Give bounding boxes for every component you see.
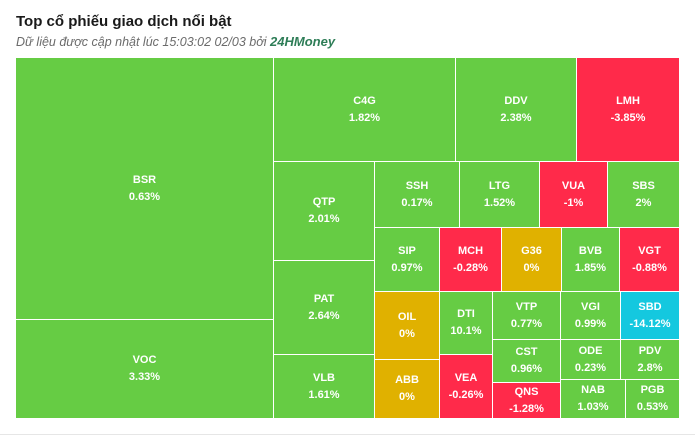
tile-change: -0.28% [453,261,488,274]
tile-change: -1.28% [509,402,544,415]
tile-change: 2.64% [308,309,340,322]
tile-nab[interactable]: NAB 1.03% [561,380,626,419]
tile-vgi[interactable]: VGI 0.99% [561,292,621,340]
tile-ticker: BVB [578,244,603,257]
tile-ticker: QNS [514,385,539,398]
tile-change: 1.03% [577,401,609,413]
tile-change: 0.96% [510,363,543,375]
tile-change: -1% [563,196,584,209]
tile-change: 1.82% [348,111,381,124]
tile-change: 2.01% [308,213,340,225]
tile-ticker: SIP [398,244,416,257]
tile-mch[interactable]: MCH -0.28% [440,228,502,292]
tile-ticker: VOC [132,354,157,366]
tile-change: 0% [399,327,415,340]
tile-ticker: VGI [581,300,600,313]
stock-treemap: BSR 0.63% VOC 3.33% C4G 1.82% DDV 2.38% … [16,58,680,419]
tile-ticker: ODE [578,344,603,357]
tile-ticker: LTG [488,179,511,192]
tile-vlb[interactable]: VLB 1.61% [274,355,375,419]
tile-ltg[interactable]: LTG 1.52% [460,162,540,228]
tile-ticker: PDV [638,344,662,357]
tile-ticker: VTP [515,300,538,313]
tile-change: 10.1% [450,325,482,337]
source-brand-link[interactable]: 24HMoney [270,34,336,49]
tile-ticker: DTI [457,308,475,320]
tile-sip[interactable]: SIP 0.97% [375,228,440,292]
tile-change: 1.61% [308,388,340,401]
tile-change: -14.12% [629,317,671,330]
tile-abb[interactable]: ABB 0% [375,360,440,419]
tile-ticker: VUA [561,179,586,192]
tile-dti[interactable]: DTI 10.1% [440,292,493,355]
tile-ticker: PAT [313,292,335,305]
tile-lmh[interactable]: LMH -3.85% [577,58,680,162]
tile-ticker: BSR [132,173,157,186]
tile-ticker: ABB [395,374,419,386]
tile-change: 0.23% [574,361,607,374]
tile-ticker: PGB [640,384,665,396]
tile-change: -3.85% [610,111,646,124]
tile-sbd[interactable]: SBD -14.12% [621,292,680,340]
tile-change: 0% [399,391,415,403]
tile-ticker: LMH [616,94,640,107]
tile-ticker: VGT [638,244,661,257]
tile-ode[interactable]: ODE 0.23% [561,340,621,380]
tile-change: -0.26% [448,388,484,401]
tile-vgt[interactable]: VGT -0.88% [620,228,680,292]
tile-qtp[interactable]: QTP 2.01% [274,162,375,261]
tile-change: 0.63% [128,190,161,203]
tile-pat[interactable]: PAT 2.64% [274,261,375,355]
tile-change: 0.97% [391,261,423,274]
tile-ticker: G36 [521,244,542,257]
tile-ticker: OIL [397,310,417,323]
tile-ticker: VEA [454,371,478,384]
tile-change: 1.85% [574,261,607,274]
tile-change: 0.53% [636,401,669,413]
tile-ticker: CST [515,346,538,358]
tile-change: 0.77% [510,317,543,330]
tile-change: 2.38% [500,111,532,124]
tile-ticker: SBS [632,179,655,192]
tile-change: 0.99% [574,317,607,330]
tile-vea[interactable]: VEA -0.26% [440,355,493,419]
tile-ticker: DDV [504,94,528,107]
tile-ticker: NAB [581,384,605,396]
tile-ssh[interactable]: SSH 0.17% [375,162,460,228]
tile-ticker: VLB [313,371,335,384]
tile-ticker: SSH [405,179,429,192]
update-timestamp-text: Dữ liệu được cập nhật lúc 15:03:02 02/03… [16,35,271,49]
tile-voc[interactable]: VOC 3.33% [16,320,274,419]
tile-cst[interactable]: CST 0.96% [493,340,561,383]
tile-change: 0.17% [401,196,433,209]
tile-change: 1.52% [483,196,516,209]
card-title: Top cổ phiếu giao dịch nổi bật [16,13,232,30]
tile-change: 0% [523,261,540,274]
tile-ticker: QTP [312,196,336,208]
tile-vua[interactable]: VUA -1% [540,162,608,228]
tile-c4g[interactable]: C4G 1.82% [274,58,456,162]
tile-bvb[interactable]: BVB 1.85% [562,228,620,292]
tile-change: 2% [635,196,652,209]
tile-change: -0.88% [632,261,667,274]
tile-vtp[interactable]: VTP 0.77% [493,292,561,340]
update-info: Dữ liệu được cập nhật lúc 15:03:02 02/03… [16,34,335,49]
tile-ticker: C4G [353,94,376,107]
tile-qns[interactable]: QNS -1.28% [493,383,561,419]
tile-change: 3.33% [128,371,161,383]
tile-ddv[interactable]: DDV 2.38% [456,58,577,162]
tile-pdv[interactable]: PDV 2.8% [621,340,680,380]
tile-ticker: MCH [457,244,484,257]
tile-oil[interactable]: OIL 0% [375,292,440,360]
tile-g36[interactable]: G36 0% [502,228,562,292]
tile-bsr[interactable]: BSR 0.63% [16,58,274,320]
tile-ticker: SBD [638,300,662,313]
tile-sbs[interactable]: SBS 2% [608,162,680,228]
tile-change: 2.8% [637,361,663,374]
tile-pgb[interactable]: PGB 0.53% [626,380,680,419]
